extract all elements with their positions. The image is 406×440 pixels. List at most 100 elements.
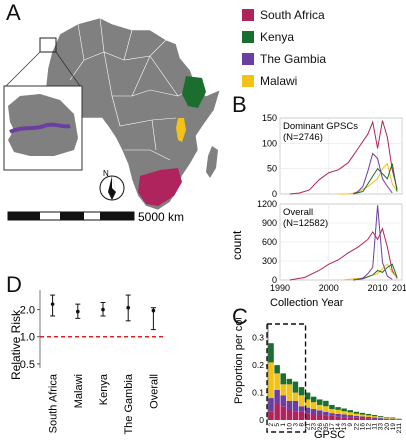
point-estimate (76, 309, 80, 314)
bar-segment (317, 410, 323, 415)
bar-segment (359, 414, 366, 417)
bar-segment (280, 384, 286, 396)
bar-segment (335, 407, 341, 410)
bar-segment (371, 415, 378, 417)
bar-segment (353, 413, 360, 416)
bar-segment (335, 413, 341, 417)
bar-segment (329, 409, 335, 414)
madagascar (206, 146, 218, 178)
bar-segment (268, 362, 274, 399)
y-tick-label: 2.0 (20, 305, 35, 317)
bar-segment (317, 414, 323, 420)
x-tick-label: 19 (390, 423, 397, 431)
x-tick-label: 1990 (270, 283, 290, 293)
bar-segment (292, 381, 299, 393)
c-xlabel: GPSC (314, 429, 345, 440)
x-tick-label: 3 (292, 423, 299, 427)
y-tick-label: 300 (262, 256, 277, 266)
bar-segment (298, 411, 305, 420)
x-tick-label: 22 (353, 423, 360, 431)
bar-segment (365, 418, 372, 420)
y-tick-label: 100 (262, 138, 277, 148)
bar-segment (310, 396, 317, 403)
legend-item-kenya: Kenya (242, 26, 326, 48)
bar-segment (353, 417, 360, 420)
bar-segment (268, 398, 274, 412)
bar-segment (286, 378, 293, 385)
bar-segment (304, 399, 311, 408)
series-line-malawi (338, 162, 398, 195)
bar-segment (365, 416, 372, 419)
bar-segment (347, 415, 353, 418)
b-xlabel: Collection Year (270, 297, 344, 309)
bar-segment (335, 409, 341, 414)
series-line-kenya (353, 163, 398, 195)
bar-segment (310, 402, 317, 410)
x-tick-label: 20 (384, 423, 391, 431)
bar-segment (274, 403, 280, 420)
plot-frame (279, 117, 403, 195)
x-tick-label: 2000 (319, 283, 339, 293)
x-tick-label: 26 (317, 423, 324, 431)
chart-d: Relative Risk 0.5 1.0 2.0 South Africa Malaw… (9, 290, 166, 435)
panel-letter-b: B (232, 92, 247, 117)
legend-label: Kenya (260, 30, 295, 44)
bar-segment (280, 395, 286, 407)
x-tick-label: 12 (366, 423, 373, 431)
zoom-line (5, 51, 41, 87)
bar-segment (292, 411, 299, 420)
x-tick-label: 2 (268, 423, 275, 427)
x-tick-label: 5 (274, 423, 281, 427)
legend-swatch (242, 9, 254, 21)
bar-segment (347, 417, 353, 420)
bar-segment (310, 409, 317, 415)
x-tick-label: Kenya (98, 373, 110, 405)
d-plot: 0.5 1.0 2.0 South Africa Malawi Kenya The Gamb… (20, 290, 166, 435)
series-line-malawi (343, 263, 398, 281)
bar-segment (274, 389, 280, 404)
gambia-inset (3, 85, 83, 171)
bar-segment (298, 395, 305, 407)
bar-segment (353, 415, 360, 418)
bar-segment (384, 417, 390, 419)
bar-segment (286, 384, 293, 401)
north-arrow: N (99, 169, 125, 201)
bar-segment (341, 417, 347, 420)
bar-segment (329, 404, 335, 410)
bar-segment (323, 400, 329, 407)
series-line-the-gambia (352, 152, 393, 195)
x-tick-label: 211 (396, 423, 403, 434)
bar-segment (341, 414, 347, 418)
bar-segment (390, 417, 396, 419)
bar-segment (292, 392, 299, 401)
d-ylabel: Relative Risk (9, 309, 23, 380)
x-tick-label: Malawi (73, 374, 85, 408)
point-estimate (126, 305, 130, 310)
bar-segment (280, 406, 286, 420)
bar-segment (317, 404, 323, 411)
bar-segment (292, 400, 299, 412)
bar-segment (323, 415, 329, 420)
b-ylabel: count (230, 230, 244, 260)
bar-segment (274, 365, 280, 374)
scale-label: 5000 km (138, 210, 184, 224)
y-tick-label: 150 (262, 113, 277, 123)
x-tick-label: 35 (323, 423, 330, 431)
bar-segment (323, 406, 329, 412)
chart-c: Proportion per country GPSC 0 0.1 0.2 0.3 2 5… (233, 318, 403, 440)
y-tick-label: 900 (262, 218, 277, 228)
bar-segment (390, 418, 396, 419)
legend-label: The Gambia (260, 52, 327, 66)
bar-segment (280, 373, 286, 385)
bar-segment (268, 343, 274, 363)
highlight-box (266, 323, 307, 433)
bar-segment (359, 416, 366, 419)
bar-segment (274, 373, 280, 390)
series-line-kenya (353, 263, 398, 281)
point-estimate (50, 302, 55, 306)
bar-segment (298, 406, 305, 412)
x-tick-label: South Africa (48, 373, 60, 433)
y-tick-label: 0 (272, 189, 277, 199)
x-tick-label: The Gambia (123, 373, 135, 434)
africa-map: N 5000 km (3, 17, 221, 224)
